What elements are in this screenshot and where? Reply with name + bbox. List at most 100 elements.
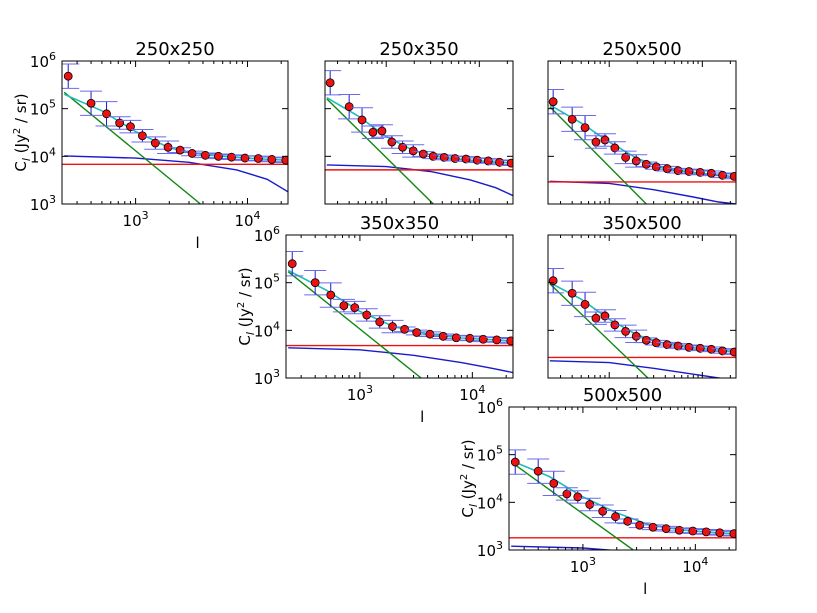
data-point [287, 259, 297, 269]
data-point [585, 500, 595, 509]
data-point [506, 158, 513, 168]
x-tick-label: 103 [570, 555, 596, 576]
y-tick-label: 105 [477, 444, 503, 465]
y-tick-label: 105 [254, 272, 280, 293]
data-point [610, 143, 620, 153]
plot-area [548, 268, 736, 378]
clustering-curve-line [549, 180, 736, 204]
data-point [567, 288, 577, 298]
chart-panel-250x350: 250x350 [324, 39, 514, 205]
data-point [325, 78, 335, 88]
y-tick-label: 104 [30, 145, 56, 166]
data-point [175, 145, 185, 155]
data-point [621, 152, 631, 162]
data-point [478, 334, 488, 344]
data-point [400, 324, 410, 334]
chart-panel-250x500: 250x500 [547, 39, 737, 205]
data-point [548, 276, 558, 286]
data-point [600, 135, 610, 145]
y-tick-label: 106 [477, 396, 503, 417]
data-point [438, 331, 448, 341]
data-point [375, 317, 385, 327]
chart-panel-350x350: 350x350 103 104 105 106 103 104 l Cl (Jy2 / sr) [236, 213, 514, 426]
x-tick-label: 104 [682, 555, 708, 576]
data-point [86, 98, 96, 108]
data-point [357, 115, 367, 125]
y-tick-label: 106 [30, 50, 56, 71]
axes-frame [61, 60, 289, 205]
y-tick-label: 104 [254, 319, 280, 340]
y-tick-label: 105 [30, 98, 56, 119]
axes-frame [547, 234, 737, 379]
data-point [648, 522, 658, 532]
data-point [377, 126, 387, 136]
x-tick-label: 104 [234, 209, 260, 230]
data-point [227, 152, 236, 162]
data-point [684, 342, 694, 352]
data-point [115, 118, 125, 128]
data-point [674, 525, 684, 535]
power-law-line [63, 91, 201, 204]
data-point [684, 167, 694, 176]
data-point [651, 162, 661, 172]
y-tick-label: 106 [254, 224, 280, 245]
data-point [163, 142, 173, 152]
data-point [439, 152, 449, 162]
axes-frame [285, 234, 514, 379]
data-point [548, 97, 558, 107]
data-point [326, 290, 336, 300]
chart-panel-250x250: 250x250 103 104 105 106 103 104 l Cl (Jy2 / sr) [12, 39, 289, 252]
y-tick-label: 103 [254, 367, 280, 388]
data-point [533, 466, 543, 476]
x-axis-label: l [420, 408, 424, 426]
power-law-line [510, 461, 634, 550]
data-point [573, 492, 583, 502]
y-tick-label: 103 [30, 193, 56, 214]
data-point [240, 153, 250, 163]
data-point [688, 526, 698, 536]
clustering-curve-line [326, 164, 513, 197]
chart-title: 250x350 [379, 39, 458, 60]
data-point [267, 155, 277, 164]
data-point [661, 524, 671, 534]
data-point [673, 341, 683, 351]
power-law-line [287, 271, 422, 378]
data-point [281, 155, 288, 165]
chart-title: 500x500 [583, 385, 662, 406]
data-point [368, 127, 378, 137]
chart-title: 250x250 [135, 39, 214, 60]
data-point [344, 102, 354, 112]
data-point [510, 457, 520, 467]
data-point [591, 313, 601, 323]
data-point [591, 137, 601, 147]
data-point [718, 346, 727, 356]
power-law-line [326, 98, 434, 204]
plot-area [548, 89, 736, 204]
data-point [350, 303, 360, 312]
data-point [729, 529, 736, 539]
clustering-curve-line [549, 360, 725, 378]
data-point [461, 154, 471, 164]
x-tick-label: 103 [347, 383, 373, 404]
clustering-curve-line [511, 545, 618, 550]
data-point [137, 131, 147, 141]
data-point [567, 114, 577, 124]
data-point [729, 171, 736, 181]
data-point [200, 150, 210, 160]
chart-title: 350x350 [360, 213, 439, 234]
x-axis-label: l [196, 234, 200, 252]
y-axis-label: Cl (Jy2 / sr) [236, 267, 257, 345]
chart-panel-350x500: 350x500 [547, 213, 737, 379]
plot-area [286, 251, 513, 378]
data-point [412, 328, 422, 337]
data-point [580, 299, 590, 309]
data-point [631, 156, 641, 166]
data-point [362, 310, 372, 320]
data-point [483, 156, 493, 166]
data-point [310, 278, 320, 288]
data-point [715, 528, 725, 538]
y-tick-label: 103 [477, 539, 503, 560]
data-point [126, 122, 135, 132]
data-point [506, 336, 513, 346]
